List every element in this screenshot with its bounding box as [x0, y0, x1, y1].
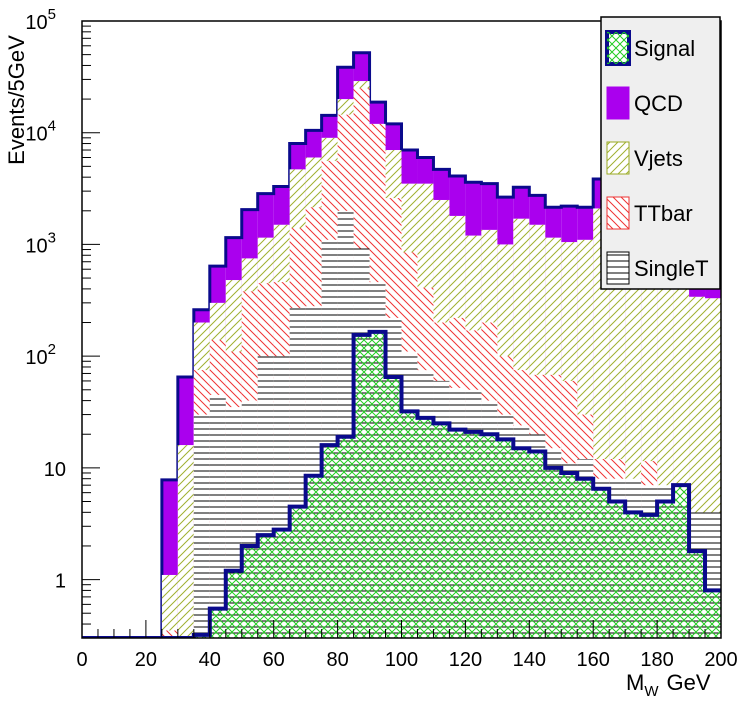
legend-item-vjets: Vjets — [606, 141, 683, 175]
signal-bin — [497, 439, 514, 638]
signal-bin — [369, 331, 386, 638]
signal-bin — [705, 590, 721, 638]
legend: Signal QCD Vjets TTbar SingleT — [600, 16, 721, 290]
signal-bin — [625, 512, 642, 638]
signal-bin — [465, 431, 482, 638]
y-tick-label: 102 — [25, 341, 56, 369]
signal-bin — [209, 608, 226, 638]
x-tick-label: 120 — [449, 649, 482, 671]
signal-bin — [481, 434, 498, 638]
x-tick-label: 0 — [76, 649, 87, 671]
x-tick-label: 80 — [326, 649, 348, 671]
x-tick-label: 180 — [640, 649, 673, 671]
y-tick-label: 103 — [25, 229, 56, 257]
legend-swatch-pattern — [607, 32, 629, 64]
x-tick-label: 100 — [385, 649, 418, 671]
signal-bin — [305, 475, 322, 638]
legend-item-qcd: QCD — [606, 86, 683, 120]
x-tick-label: 60 — [263, 649, 285, 671]
signal-bin — [577, 478, 594, 638]
vjets-hatch-bin — [161, 574, 178, 638]
vjets-hatch-bin — [177, 445, 194, 638]
legend-label: Signal — [634, 36, 695, 61]
x-tick-label: 200 — [704, 649, 737, 671]
signal-bin — [337, 436, 354, 638]
y-tick-label: 10 — [44, 459, 66, 481]
signal-bin — [321, 445, 338, 638]
legend-item-ttbar: TTbar — [606, 196, 693, 230]
signal-bin — [609, 501, 626, 638]
x-tick-label: 20 — [135, 649, 157, 671]
legend-label: Vjets — [634, 146, 683, 171]
legend-swatch-pattern — [607, 252, 629, 284]
signal-bin — [561, 472, 578, 638]
signal-bin — [449, 429, 466, 638]
legend-swatch-pattern — [607, 142, 629, 174]
signal-bin — [513, 448, 530, 638]
signal-outline — [82, 329, 721, 638]
legend-label: QCD — [634, 91, 683, 116]
y-tick-label: 104 — [25, 118, 56, 146]
signal-bin — [401, 411, 418, 638]
signal-bin — [433, 423, 450, 638]
singlet-hatch-bin — [209, 394, 226, 638]
signal-bin — [593, 488, 610, 638]
signal-bin — [673, 485, 690, 638]
x-tick-label: 160 — [577, 649, 610, 671]
x-axis-title-text: MW GeV — [626, 670, 711, 700]
signal-bin — [545, 467, 562, 638]
legend-label: TTbar — [634, 201, 693, 226]
signal-bin — [689, 551, 706, 638]
signal-bin — [641, 514, 658, 638]
y-tick-label: 1 — [55, 571, 66, 593]
legend-item-singlet: SingleT — [606, 251, 709, 285]
signal-bin — [241, 545, 258, 638]
signal-bin — [657, 501, 674, 638]
signal-bin — [225, 570, 242, 638]
signal-bin — [385, 377, 402, 638]
legend-swatch — [606, 86, 630, 120]
signal-bin — [529, 451, 546, 638]
ttbar-hatch-bin — [161, 630, 178, 638]
y-axis-title-text: Events/5GeV — [4, 35, 29, 165]
x-tick-label: 40 — [199, 649, 221, 671]
singlet-hatch-bin — [193, 414, 210, 638]
x-tick-label: 140 — [513, 649, 546, 671]
legend-item-signal: Signal — [605, 30, 695, 66]
signal-bin — [417, 417, 434, 638]
axes: 0 20 40 60 80 100 120 140 160 180 200 1 10 102 103 104 1… — [25, 6, 737, 671]
signal-bin — [273, 529, 290, 638]
signal-bin — [353, 334, 370, 638]
legend-label: SingleT — [634, 256, 709, 281]
signal-bin — [257, 535, 274, 638]
legend-swatch-pattern — [607, 197, 629, 229]
signal-layer — [82, 329, 721, 638]
signal-bin — [289, 506, 306, 638]
y-tick-label: 105 — [25, 6, 56, 34]
y-axis-title: Events/5GeV — [4, 35, 29, 165]
plot-area — [82, 51, 721, 638]
x-axis-title: MW GeV — [626, 670, 711, 700]
